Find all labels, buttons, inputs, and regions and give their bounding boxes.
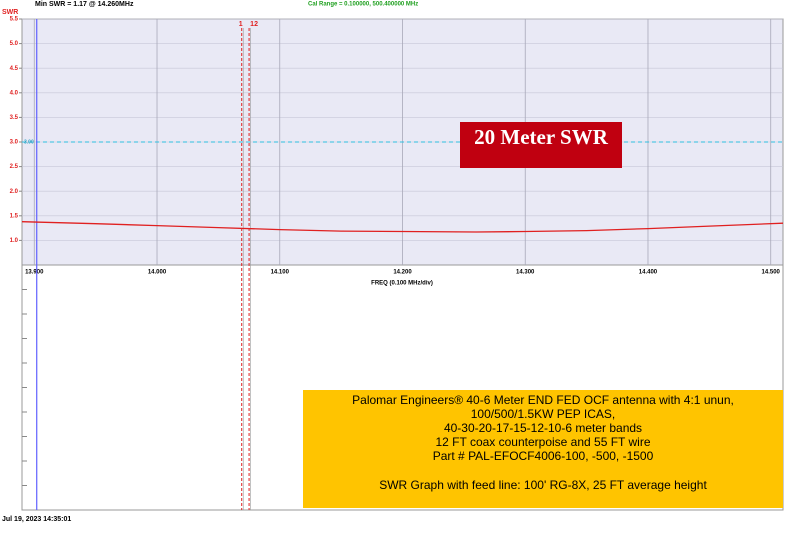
info-line: Part # PAL-EFOCF4006-100, -500, -1500: [433, 449, 654, 463]
y-tick-label: 3.5: [10, 115, 19, 121]
min-swr: Min SWR = 1.17 @ 14.260MHz: [35, 1, 134, 8]
info-line: Palomar Engineers® 40-6 Meter END FED OC…: [352, 393, 734, 407]
x-axis-label: FREQ (0.100 MHz/div): [371, 281, 433, 287]
reference-label: 3.00: [24, 139, 34, 145]
x-tick-label: 14.400: [639, 270, 658, 276]
lower-ticks: [22, 289, 27, 486]
y-tick-label: 4.5: [10, 66, 19, 72]
y-tick-label: 1.5: [10, 213, 19, 219]
y-tick-label: 2.5: [10, 164, 19, 170]
x-tick-label: 14.000: [148, 270, 167, 276]
annotation: 20 Meter SWR: [474, 125, 609, 149]
annotation-box: [460, 122, 622, 168]
y-tick-label: 5.0: [10, 41, 19, 47]
info-box: [303, 390, 783, 508]
marker-label: 12: [250, 21, 258, 28]
x-tick-label: 14.200: [393, 270, 412, 276]
y-tick-label: 4.0: [10, 90, 19, 96]
x-tick-label: 14.100: [271, 270, 290, 276]
info-line: 40-30-20-17-15-12-10-6 meter bands: [444, 421, 642, 435]
y-tick-label: 5.5: [10, 17, 19, 23]
marker-label: 1: [239, 21, 243, 28]
info-line: 100/500/1.5KW PEP ICAS,: [471, 407, 616, 421]
x-tick-label: 13.900: [25, 270, 44, 276]
cal-range: Cal Range = 0.100000, 500.400000 MHz: [308, 2, 418, 8]
y-tick-label: 3.0: [10, 140, 19, 146]
y-tick-label: 2.0: [10, 189, 19, 195]
y-axis-label: SWR: [2, 9, 18, 16]
swr-line: [21, 221, 784, 233]
x-tick-label: 14.300: [516, 270, 535, 276]
timestamp: Jul 19, 2023 14:35:01: [2, 516, 71, 523]
info-line: SWR Graph with feed line: 100' RG-8X, 25…: [379, 478, 707, 492]
info-line: 12 FT coax counterpoise and 55 FT wire: [435, 435, 650, 449]
x-tick-label: 14.500: [762, 270, 781, 276]
y-tick-label: 1.0: [10, 238, 19, 244]
